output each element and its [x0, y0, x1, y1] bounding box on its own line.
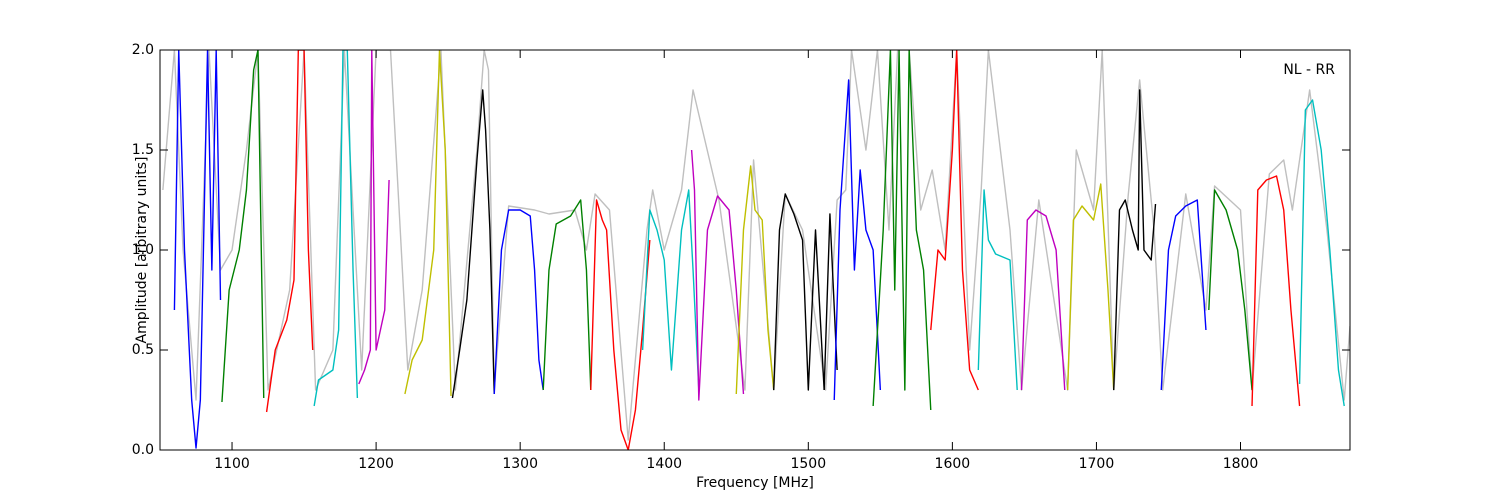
series-line [930, 50, 979, 391]
y-tick-label: 0.5 [132, 342, 154, 358]
series-line [1066, 183, 1115, 391]
series-line [823, 213, 838, 391]
series-line [590, 199, 651, 450]
x-tick-label: 1200 [358, 456, 394, 472]
x-tick-label: 1800 [1223, 456, 1259, 472]
series-line [493, 209, 544, 395]
series-line [977, 189, 1018, 391]
series-line [1208, 189, 1253, 391]
x-tick-label: 1500 [790, 456, 826, 472]
series-line [451, 89, 495, 399]
series-line [690, 149, 745, 401]
y-tick-label: 0.0 [132, 442, 154, 458]
series-line [358, 50, 390, 385]
series-line [735, 165, 775, 395]
y-tick-label: 1.0 [132, 242, 154, 258]
y-tick-label: 2.0 [132, 42, 154, 58]
annotation: NL - RR [1283, 62, 1335, 78]
x-tick-label: 1400 [646, 456, 682, 472]
series-line [1020, 209, 1066, 391]
series-line [1160, 199, 1207, 391]
plot-area [162, 50, 1350, 450]
series-line [173, 50, 222, 449]
series-line [404, 50, 452, 397]
series-line [1113, 89, 1157, 391]
series-line [833, 79, 882, 401]
y-tick-label: 1.5 [132, 142, 154, 158]
series-line [542, 199, 592, 391]
series-line [872, 50, 932, 411]
series-line [773, 193, 825, 391]
series-line [221, 50, 265, 403]
x-tick-label: 1300 [502, 456, 538, 472]
series-line [641, 189, 700, 391]
series-line [1251, 175, 1301, 407]
series-line [1298, 99, 1345, 407]
series-line [265, 50, 314, 413]
x-tick-label: 1700 [1079, 456, 1115, 472]
x-tick-label: 1100 [214, 456, 250, 472]
x-tick-label: 1600 [935, 456, 971, 472]
x-axis-label: Frequency [MHz] [696, 475, 814, 491]
series-line [313, 50, 359, 407]
y-axis-label: Amplitude [arbitrary units] [134, 157, 150, 344]
